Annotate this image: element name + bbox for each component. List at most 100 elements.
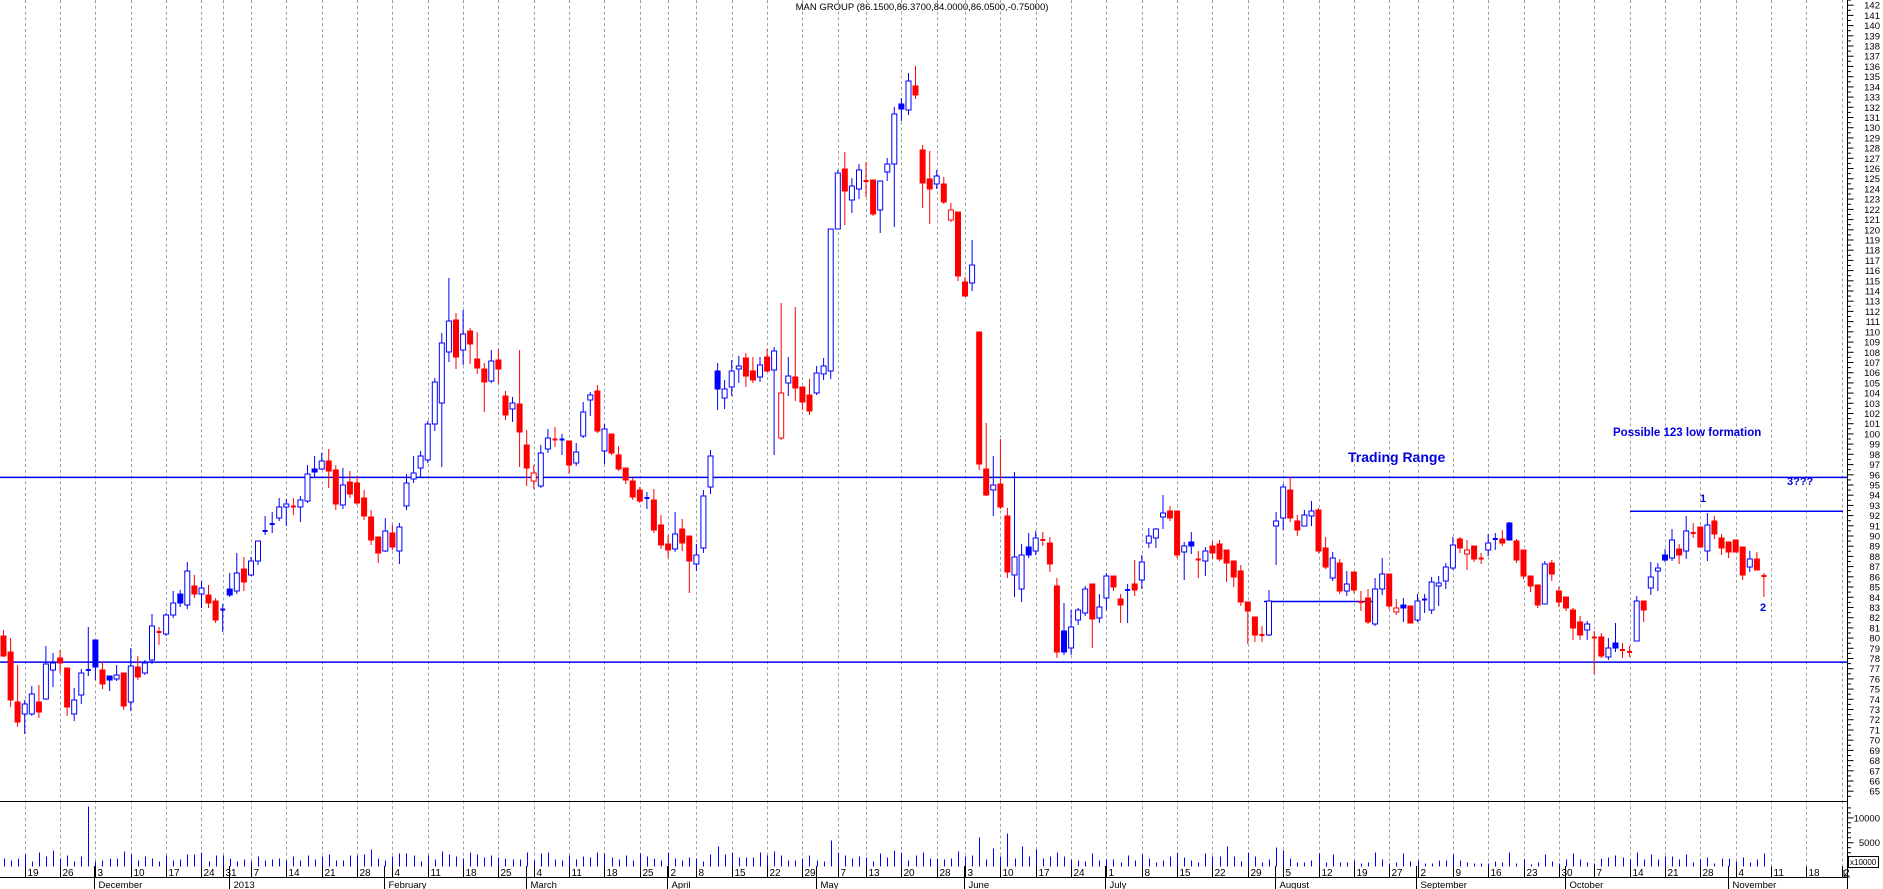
svg-text:17: 17 xyxy=(1039,868,1051,879)
svg-text:3: 3 xyxy=(968,868,974,879)
svg-text:141: 141 xyxy=(1864,11,1880,22)
svg-text:19: 19 xyxy=(1357,868,1369,879)
svg-text:8: 8 xyxy=(1145,868,1151,879)
svg-text:131: 131 xyxy=(1864,113,1880,124)
svg-text:117: 117 xyxy=(1865,256,1880,267)
svg-text:122: 122 xyxy=(1864,205,1880,216)
svg-text:Possible 123 low formation: Possible 123 low formation xyxy=(1613,427,1761,439)
svg-text:May: May xyxy=(821,880,839,889)
svg-text:2013: 2013 xyxy=(234,880,255,889)
svg-text:28: 28 xyxy=(360,868,372,879)
svg-text:7: 7 xyxy=(841,868,847,879)
svg-text:88: 88 xyxy=(1869,552,1880,563)
svg-text:15: 15 xyxy=(1180,868,1192,879)
svg-text:22: 22 xyxy=(1215,868,1227,879)
svg-text:98: 98 xyxy=(1869,450,1880,461)
svg-text:79: 79 xyxy=(1869,644,1880,655)
svg-text:December: December xyxy=(99,880,143,889)
svg-text:115: 115 xyxy=(1865,276,1880,287)
svg-text:28: 28 xyxy=(940,868,952,879)
svg-text:103: 103 xyxy=(1864,399,1880,410)
svg-text:138: 138 xyxy=(1864,42,1880,53)
svg-text:104: 104 xyxy=(1864,389,1880,400)
svg-text:2: 2 xyxy=(671,868,677,879)
svg-text:8: 8 xyxy=(699,868,705,879)
svg-text:113: 113 xyxy=(1865,297,1880,308)
svg-text:Trading Range: Trading Range xyxy=(1348,449,1445,465)
svg-text:18: 18 xyxy=(1809,868,1821,879)
svg-text:99: 99 xyxy=(1869,440,1880,451)
svg-text:29: 29 xyxy=(805,868,817,879)
svg-text:101: 101 xyxy=(1864,419,1880,430)
svg-text:4: 4 xyxy=(1739,868,1745,879)
svg-text:108: 108 xyxy=(1864,348,1880,359)
svg-text:74: 74 xyxy=(1869,695,1880,706)
svg-text:132: 132 xyxy=(1864,103,1880,114)
svg-text:127: 127 xyxy=(1864,154,1880,165)
svg-text:21: 21 xyxy=(1668,868,1680,879)
svg-text:75: 75 xyxy=(1869,685,1880,696)
svg-text:105: 105 xyxy=(1864,378,1880,389)
svg-text:9: 9 xyxy=(1456,868,1462,879)
svg-text:73: 73 xyxy=(1869,705,1880,716)
svg-text:24: 24 xyxy=(1074,868,1086,879)
svg-text:31: 31 xyxy=(226,868,238,879)
svg-text:91: 91 xyxy=(1869,521,1880,532)
svg-text:15: 15 xyxy=(735,868,747,879)
svg-text:3: 3 xyxy=(98,868,104,879)
svg-text:7: 7 xyxy=(254,868,260,879)
svg-text:10: 10 xyxy=(1003,868,1015,879)
svg-text:12: 12 xyxy=(1322,868,1334,879)
svg-text:17: 17 xyxy=(169,868,181,879)
svg-text:2: 2 xyxy=(1844,868,1850,879)
svg-text:13: 13 xyxy=(869,868,881,879)
svg-text:87: 87 xyxy=(1869,562,1880,573)
svg-text:112: 112 xyxy=(1865,307,1880,318)
svg-text:89: 89 xyxy=(1869,542,1880,553)
svg-text:77: 77 xyxy=(1869,664,1880,675)
svg-text:90: 90 xyxy=(1869,532,1880,543)
svg-text:November: November xyxy=(1733,880,1777,889)
svg-text:126: 126 xyxy=(1864,164,1880,175)
svg-text:29: 29 xyxy=(1251,868,1263,879)
svg-text:96: 96 xyxy=(1869,470,1880,481)
svg-text:18: 18 xyxy=(466,868,478,879)
svg-text:140: 140 xyxy=(1864,21,1880,32)
svg-text:26: 26 xyxy=(63,868,75,879)
svg-text:February: February xyxy=(389,880,427,889)
svg-text:109: 109 xyxy=(1864,338,1880,349)
svg-text:2: 2 xyxy=(1760,602,1766,614)
svg-text:121: 121 xyxy=(1864,215,1880,226)
svg-text:119: 119 xyxy=(1865,236,1880,247)
svg-text:139: 139 xyxy=(1864,31,1880,42)
svg-text:78: 78 xyxy=(1869,654,1880,665)
svg-text:1: 1 xyxy=(1700,493,1706,505)
svg-text:120: 120 xyxy=(1864,225,1880,236)
svg-text:92: 92 xyxy=(1869,511,1880,522)
svg-text:28: 28 xyxy=(1703,868,1715,879)
svg-text:14: 14 xyxy=(289,868,301,879)
svg-text:111: 111 xyxy=(1866,317,1880,328)
svg-text:116: 116 xyxy=(1865,266,1880,277)
svg-text:March: March xyxy=(531,880,557,889)
svg-text:130: 130 xyxy=(1864,123,1880,134)
svg-text:x10000: x10000 xyxy=(1850,858,1877,867)
svg-text:82: 82 xyxy=(1869,613,1880,624)
svg-text:80: 80 xyxy=(1869,634,1880,645)
svg-text:7: 7 xyxy=(1597,868,1603,879)
svg-text:2: 2 xyxy=(1421,868,1427,879)
svg-text:97: 97 xyxy=(1869,460,1880,471)
svg-text:June: June xyxy=(969,880,990,889)
svg-text:1: 1 xyxy=(1109,868,1115,879)
svg-text:October: October xyxy=(1570,880,1604,889)
svg-text:114: 114 xyxy=(1865,287,1880,298)
svg-text:August: August xyxy=(1280,880,1310,889)
svg-text:86: 86 xyxy=(1869,572,1880,583)
svg-text:11: 11 xyxy=(1774,868,1785,879)
svg-text:22: 22 xyxy=(770,868,782,879)
svg-text:71: 71 xyxy=(1869,726,1880,737)
svg-text:66: 66 xyxy=(1869,777,1880,788)
svg-text:4: 4 xyxy=(395,868,401,879)
svg-text:125: 125 xyxy=(1864,174,1880,185)
svg-text:30: 30 xyxy=(1562,868,1574,879)
